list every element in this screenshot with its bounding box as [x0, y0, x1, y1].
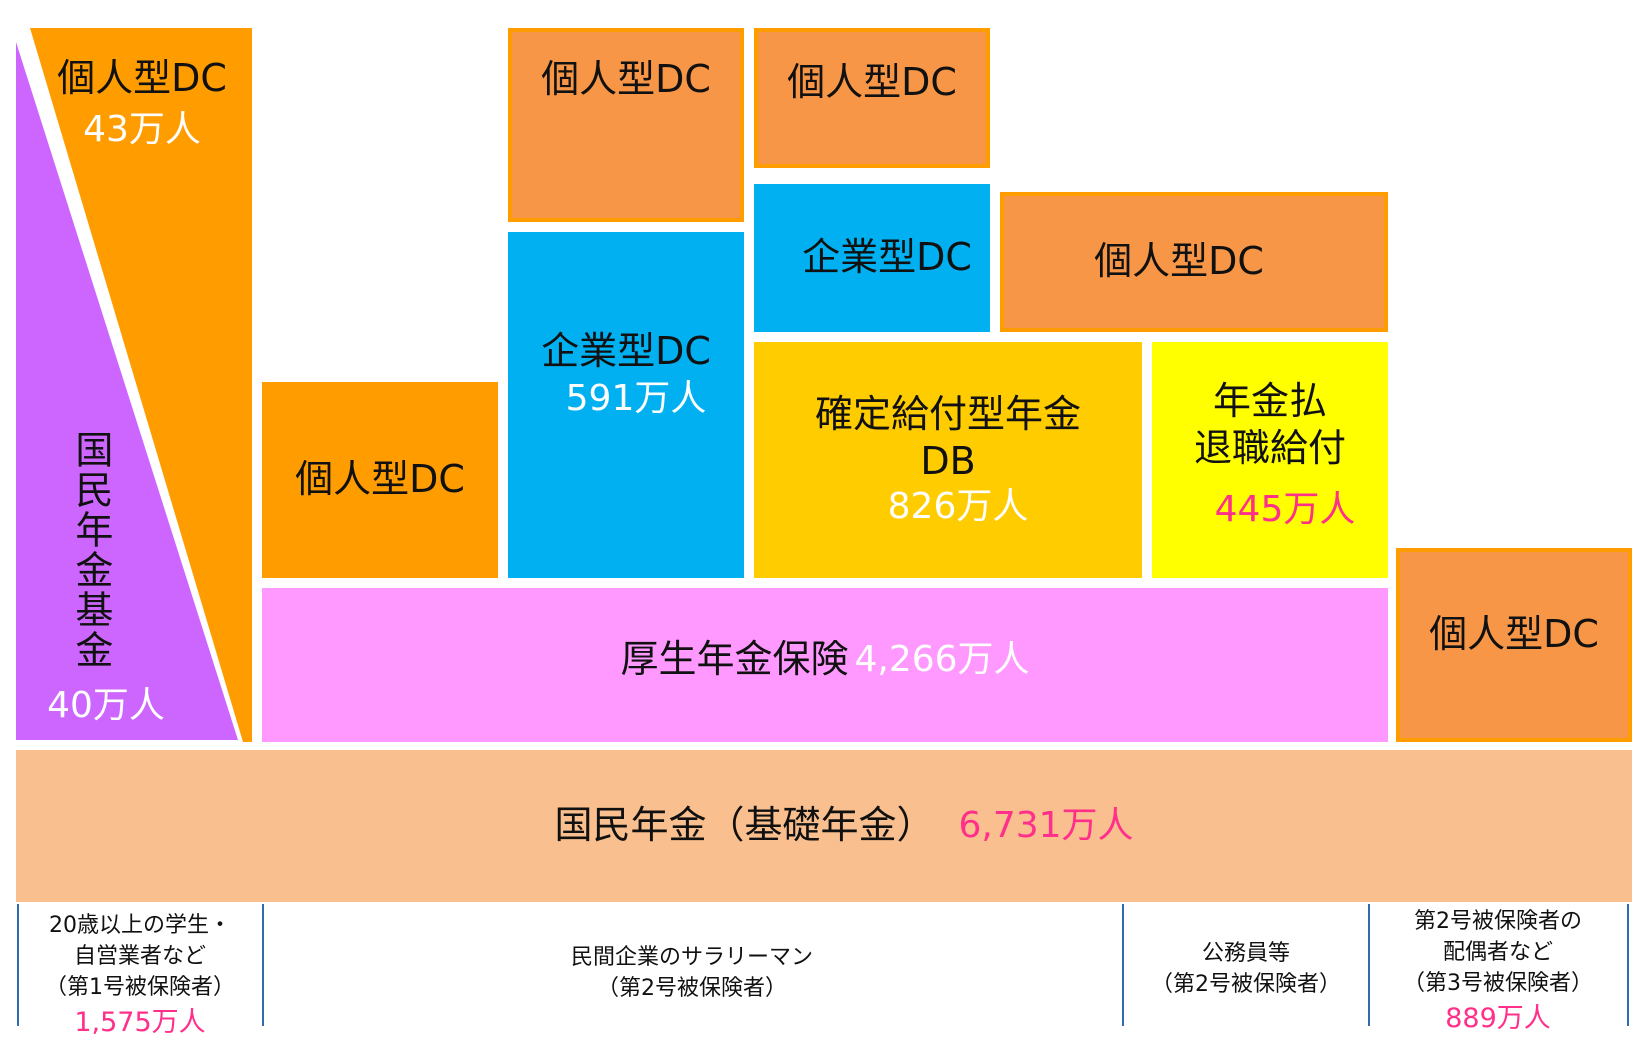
category-private-line1: 民間企業のサラリーマン [570, 945, 813, 970]
retirement-count: 445万人 [1214, 488, 1356, 530]
db-box: 確定給付型年金 DB 826万人 [754, 342, 1142, 578]
divider-first-private [262, 904, 264, 1026]
category-private-line2: （第2号被保険者） [597, 976, 787, 1002]
national-pension-title: 国民年金（基礎年金） [554, 803, 935, 848]
category-private-employees: 民間企業のサラリーマン （第2号被保険者） [264, 942, 1120, 1004]
national-pension-box: 国民年金（基礎年金） 6,731万人 [16, 750, 1632, 902]
private-individual-dc-title: 個人型DC [295, 457, 465, 502]
divider-private-civil [1122, 904, 1124, 1026]
category-third-line1: 第2号被保険者の [1414, 909, 1582, 934]
category-third-count: 889万人 [1445, 1002, 1551, 1034]
corporate-dc-private-count: 591万人 [565, 378, 707, 420]
self-employed-dc-title: 個人型DC [57, 56, 227, 101]
national-pension-count: 6,731万人 [958, 805, 1134, 847]
corporate-dc-civil-title: 企業型DC [802, 235, 972, 280]
category-civil-line2: （第2号被保険者） [1151, 972, 1341, 998]
category-civil-line1: 公務員等 [1201, 941, 1290, 966]
category-third-line3: （第3号被保険者） [1403, 971, 1593, 997]
corporate-dc-private-box: 企業型DC 591万人 [508, 232, 744, 578]
national-pension-fund-title: 国民年金基金 [68, 430, 113, 670]
category-civil-servants: 公務員等 （第2号被保険者） [1124, 938, 1368, 1000]
private-top-dc-title: 個人型DC [541, 57, 711, 102]
category-first-line1: 20歳以上の学生・ [49, 913, 231, 938]
national-pension-fund-count-wrap: 40万人 [36, 682, 176, 730]
category-first-count: 1,575万人 [74, 1006, 206, 1038]
civil-right-dc-box: 個人型DC [1000, 192, 1388, 332]
category-third-insured: 第2号被保険者の 配偶者など （第3号被保険者） 889万人 [1370, 906, 1626, 1038]
civil-top-dc-box: 個人型DC [754, 28, 990, 168]
employees-pension-box: 厚生年金保険 4,266万人 [262, 588, 1388, 742]
civil-right-dc-title: 個人型DC [1094, 239, 1264, 284]
civil-top-dc-title: 個人型DC [787, 60, 957, 105]
corporate-dc-civil-box: 企業型DC [754, 184, 990, 332]
divider-civil-third [1368, 904, 1370, 1026]
national-pension-fund-shape [16, 42, 238, 740]
spouse-dc-title: 個人型DC [1429, 612, 1599, 657]
db-count: 826万人 [887, 485, 1029, 527]
db-title-line1: 確定給付型年金 [814, 391, 1081, 436]
self-employed-dc-count: 43万人 [83, 109, 201, 151]
category-first-insured: 20歳以上の学生・ 自営業者など （第1号被保険者） 1,575万人 [20, 910, 260, 1042]
self-employed-dc-label: 個人型DC 43万人 [42, 44, 242, 164]
national-pension-fund-label: 国民年金基金 [60, 420, 120, 680]
divider-left-edge [17, 904, 19, 1026]
corporate-dc-private-title: 企業型DC [541, 329, 711, 374]
employees-pension-count: 4,266万人 [854, 639, 1030, 681]
category-first-line3: （第1号被保険者） [45, 975, 235, 1001]
national-pension-fund-count: 40万人 [47, 685, 165, 727]
db-title-line2: DB [920, 439, 976, 484]
spouse-dc-box: 個人型DC [1396, 548, 1632, 742]
category-first-line2: 自営業者など [73, 944, 206, 970]
self-employed-dc-shape [30, 28, 252, 742]
private-individual-dc-box: 個人型DC [262, 382, 498, 578]
category-third-line2: 配偶者など [1442, 940, 1553, 966]
employees-pension-title: 厚生年金保険 [620, 637, 849, 682]
retirement-title-line2: 退職給付 [1193, 426, 1346, 471]
retirement-title-line1: 年金払 [1212, 378, 1327, 423]
retirement-benefit-box: 年金払 退職給付 445万人 [1152, 342, 1388, 578]
private-top-dc-box: 個人型DC [508, 28, 744, 222]
divider-right-edge [1627, 904, 1629, 1026]
